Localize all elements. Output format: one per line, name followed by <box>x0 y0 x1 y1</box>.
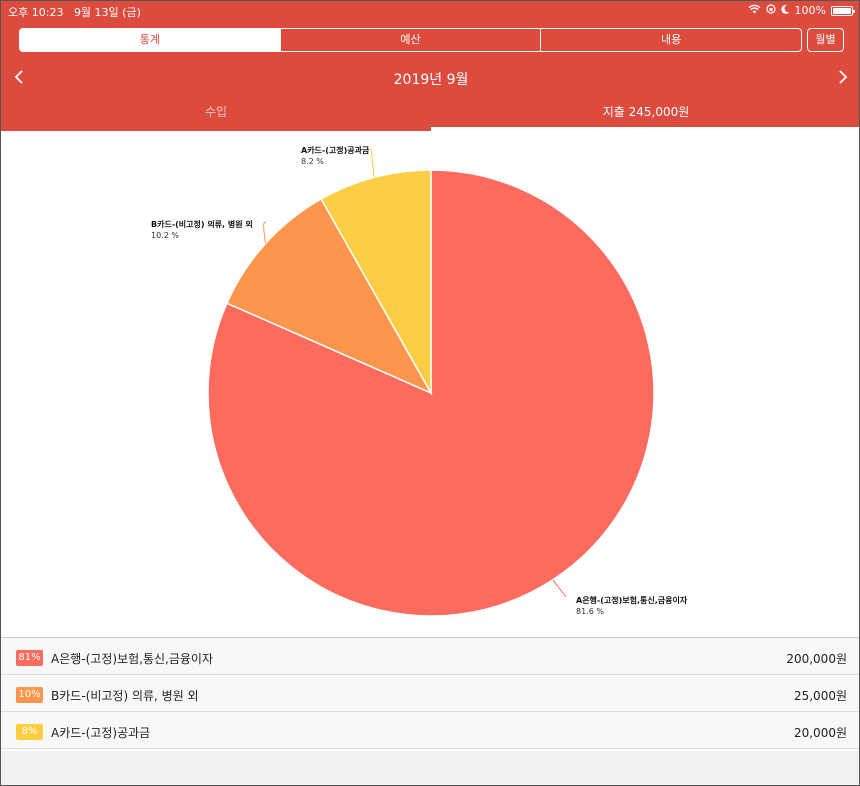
category-label: B카드-(비고정) 의류, 병원 외 <box>51 689 199 703</box>
battery-percent: 100% <box>794 4 826 17</box>
category-list: 81% A은행-(고정)보험,통신,금융이자 200,000원 10% B카드-… <box>1 637 859 749</box>
slice-percent-label: 81.6 % <box>576 607 604 616</box>
category-amount: 20,000원 <box>793 726 847 740</box>
percent-badge: 81% <box>16 650 43 666</box>
month-title: 2019년 9월 <box>393 72 469 88</box>
leader-line <box>263 221 267 244</box>
tab-budget[interactable]: 예산 <box>279 29 541 51</box>
slice-percent-label: 8.2 % <box>301 157 324 166</box>
status-bar: 오후 10:23 9월 13일 (금) 100% <box>1 1 859 21</box>
rotation-lock-icon <box>765 4 776 17</box>
battery-icon <box>831 5 855 16</box>
tab-income[interactable]: 수입 <box>204 105 228 119</box>
pie-chart: A은행-(고정)보험,통신,금융이자 81.6 % B카드-(비고정) 의류, 병원… <box>1 131 859 637</box>
status-clock: 오후 10:23 <box>8 6 64 19</box>
slice-percent-label: 10.2 % <box>151 231 179 240</box>
month-navigator: 2019년 9월 <box>1 63 859 91</box>
moon-icon <box>780 4 790 17</box>
income-expense-tabs: 수입 지출 245,000원 <box>1 97 859 131</box>
category-amount: 200,000원 <box>786 652 847 666</box>
status-date: 9월 13일 (금) <box>73 6 141 19</box>
list-item[interactable]: 10% B카드-(비고정) 의류, 병원 외 25,000원 <box>1 675 859 712</box>
list-item[interactable]: 8% A카드-(고정)공과금 20,000원 <box>1 712 859 749</box>
chevron-right-icon[interactable] <box>831 63 855 91</box>
slice-label: B카드-(비고정) 의류, 병원 외 <box>151 219 253 229</box>
status-indicators: 100% <box>748 4 855 17</box>
view-segmented-control: 통계 예산 내용 <box>19 28 802 52</box>
tab-statistics[interactable]: 통계 <box>20 29 280 51</box>
tab-expense[interactable]: 지출 245,000원 <box>431 97 859 131</box>
slice-label: A카드-(고정)공과금 <box>301 145 370 155</box>
leader-line <box>552 579 567 598</box>
tab-details[interactable]: 내용 <box>540 29 801 51</box>
slice-label: A은행-(고정)보험,통신,금융이자 <box>576 595 688 605</box>
header: 오후 10:23 9월 13일 (금) 100% 통계 예산 내용 <box>1 1 859 131</box>
percent-badge: 10% <box>16 687 43 703</box>
percent-badge: 8% <box>16 724 43 740</box>
bottom-spacer <box>1 751 859 785</box>
leader-line <box>370 148 375 178</box>
category-amount: 25,000원 <box>793 689 847 703</box>
pie-slice[interactable] <box>320 169 432 396</box>
chevron-left-icon[interactable] <box>7 63 31 91</box>
list-item[interactable]: 81% A은행-(고정)보험,통신,금융이자 200,000원 <box>1 638 859 675</box>
category-label: A카드-(고정)공과금 <box>51 726 151 740</box>
monthly-button[interactable]: 월별 <box>807 28 844 52</box>
category-label: A은행-(고정)보험,통신,금융이자 <box>51 652 214 666</box>
wifi-icon <box>748 4 761 17</box>
status-time: 오후 10:23 9월 13일 (금) <box>8 4 141 20</box>
pie-chart-svg: A은행-(고정)보험,통신,금융이자 81.6 % B카드-(비고정) 의류, 병원… <box>151 145 688 617</box>
